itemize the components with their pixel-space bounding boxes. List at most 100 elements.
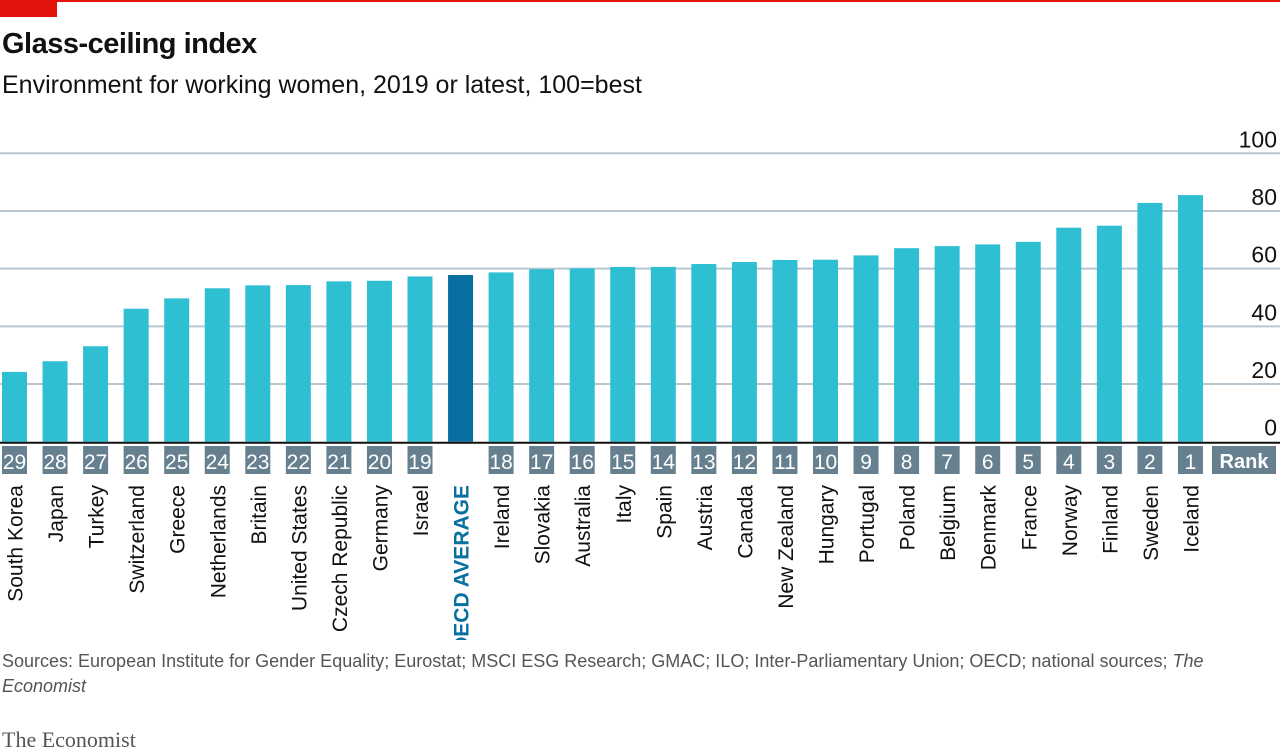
- rank-label: 15: [611, 451, 634, 474]
- bar: [2, 371, 27, 442]
- rank-box: [1096, 446, 1122, 474]
- x-category-label: Netherlands: [207, 485, 230, 598]
- bar: [772, 260, 798, 442]
- bar: [204, 288, 230, 442]
- rank-header-box: [1212, 446, 1276, 474]
- x-category-label: Poland: [897, 485, 920, 550]
- x-category-label: Turkey: [86, 485, 109, 549]
- x-category-label: Austria: [694, 485, 717, 551]
- bar: [42, 361, 68, 442]
- x-category-label: Finland: [1099, 485, 1122, 554]
- y-tick-label: 40: [1251, 299, 1277, 325]
- rank-label: 19: [408, 451, 431, 474]
- rank-box: [894, 446, 920, 474]
- rank-label: 5: [1022, 451, 1034, 474]
- bar: [488, 272, 514, 442]
- rank-box: [650, 446, 676, 474]
- rank-label: 20: [368, 451, 391, 474]
- x-category-label: Slovakia: [532, 485, 555, 565]
- bar: [894, 248, 920, 442]
- rank-box: [164, 446, 190, 474]
- x-category-label: Germany: [369, 485, 392, 572]
- rank-box: [731, 446, 757, 474]
- bar: [691, 264, 717, 442]
- y-tick-label: 60: [1251, 242, 1277, 268]
- x-category-label: Canada: [734, 485, 757, 559]
- x-category-label: OECD AVERAGE: [451, 485, 474, 640]
- x-category-label: Israel: [410, 485, 433, 536]
- bar: [813, 259, 838, 442]
- rank-box: [975, 446, 1001, 474]
- sources-text: Sources: European Institute for Gender E…: [2, 651, 1168, 671]
- rank-box: [1137, 446, 1163, 474]
- rank-label: 9: [860, 451, 872, 474]
- bar: [1137, 202, 1163, 442]
- x-category-label: South Korea: [5, 485, 28, 602]
- chart-subtitle: Environment for working women, 2019 or l…: [2, 71, 642, 99]
- x-category-label: Japan: [45, 485, 68, 542]
- sources-note: Sources: European Institute for Gender E…: [2, 649, 1280, 699]
- rank-box: [42, 446, 68, 474]
- rank-box: [569, 446, 595, 474]
- rank-label: 29: [3, 451, 26, 474]
- x-category-label: Portugal: [856, 485, 879, 563]
- rank-box: [2, 446, 27, 474]
- bar: [83, 346, 109, 442]
- x-category-label: France: [1018, 485, 1041, 550]
- x-category-label: Denmark: [978, 485, 1001, 571]
- bar: [569, 268, 595, 442]
- rank-box: [204, 446, 230, 474]
- rank-label: 22: [287, 451, 310, 474]
- x-category-label: Italy: [613, 485, 636, 524]
- rank-box: [934, 446, 960, 474]
- x-category-label: Greece: [167, 485, 190, 554]
- rank-box: [529, 446, 555, 474]
- bar: [1015, 241, 1041, 442]
- bar: [853, 255, 879, 442]
- rank-label: 24: [206, 451, 230, 474]
- rank-label: 26: [124, 451, 147, 474]
- rank-label: 27: [84, 451, 107, 474]
- rank-box: [488, 446, 514, 474]
- bar: [366, 280, 392, 442]
- rank-box: [853, 446, 879, 474]
- rank-label: 23: [246, 451, 269, 474]
- bar: [1096, 225, 1122, 442]
- rank-label: 10: [814, 451, 837, 474]
- bar: [1056, 227, 1082, 442]
- x-category-label: United States: [288, 485, 311, 611]
- x-category-label: Spain: [653, 485, 676, 539]
- x-category-label: Australia: [572, 485, 595, 567]
- rank-label: 2: [1144, 451, 1156, 474]
- rank-box: [123, 446, 149, 474]
- x-category-label: Hungary: [816, 485, 839, 565]
- rank-label: 18: [489, 451, 512, 474]
- bar: [529, 269, 555, 442]
- rank-label: 4: [1063, 451, 1075, 474]
- x-category-label: Czech Republic: [329, 485, 352, 632]
- brand-red-tab: [0, 0, 57, 17]
- rank-box: [813, 446, 838, 474]
- economist-logo: The Economist: [2, 727, 136, 752]
- x-category-label: Switzerland: [126, 485, 149, 594]
- rank-box: [772, 446, 798, 474]
- bar: [285, 285, 311, 442]
- rank-box: [610, 446, 636, 474]
- x-category-label: Norway: [1059, 485, 1082, 557]
- x-category-label: New Zealand: [775, 485, 798, 609]
- rank-label: 28: [43, 451, 66, 474]
- rank-label: 17: [530, 451, 553, 474]
- x-category-label: Iceland: [1180, 485, 1203, 553]
- x-category-label: Ireland: [491, 485, 514, 549]
- rank-label: 13: [692, 451, 715, 474]
- rank-label: 16: [571, 451, 594, 474]
- rank-header-label: Rank: [1220, 451, 1270, 473]
- rank-label: 3: [1104, 451, 1116, 474]
- rank-label: 21: [327, 451, 350, 474]
- x-category-label: Britain: [248, 485, 271, 545]
- rank-box: [285, 446, 311, 474]
- bar: [610, 266, 636, 442]
- rank-box: [691, 446, 717, 474]
- bar: [975, 244, 1001, 442]
